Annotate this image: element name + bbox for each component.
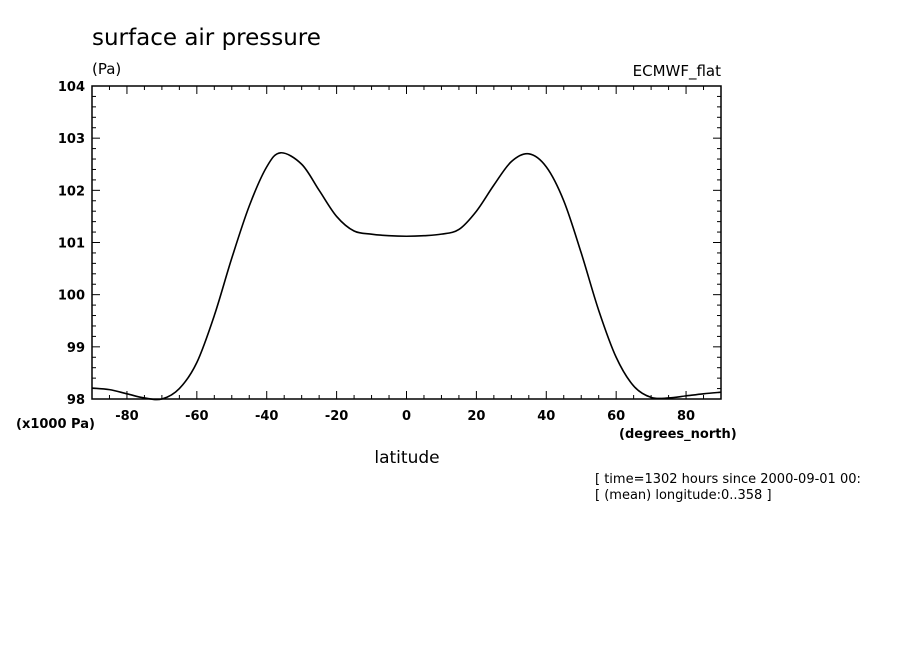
x-tick-label: 20 — [467, 409, 485, 424]
y-scale-label: (x1000 Pa) — [16, 417, 95, 432]
x-tick-label: -80 — [115, 409, 139, 424]
x-tick-label: -60 — [185, 409, 209, 424]
y-tick-label: 98 — [67, 393, 85, 408]
longitude-note: [ (mean) longitude:0..358 ] — [595, 488, 772, 503]
units-label: (Pa) — [92, 60, 121, 78]
x-axis-label: latitude — [374, 448, 439, 468]
chart-title: surface air pressure — [92, 25, 321, 51]
series-line — [91, 151, 722, 401]
x-tick-label: -20 — [325, 409, 349, 424]
y-tick-labels: 98 99 100 101 102 103 104 — [58, 80, 85, 408]
x-tick-label: 80 — [677, 409, 695, 424]
y-tick-label: 102 — [58, 184, 85, 199]
dataset-label: ECMWF_flat — [633, 62, 721, 81]
y-tick-label: 99 — [67, 341, 85, 356]
x-tick-labels: -80 -60 -40 -20 0 20 40 60 80 — [115, 409, 695, 424]
x-units-label: (degrees_north) — [619, 427, 737, 442]
x-tick-label: 0 — [402, 409, 411, 424]
y-tick-label: 101 — [58, 237, 85, 252]
time-note: [ time=1302 hours since 2000-09-01 00: — [595, 472, 861, 487]
y-tick-label: 100 — [58, 289, 85, 304]
y-tick-label: 103 — [58, 132, 85, 147]
x-tick-label: 40 — [537, 409, 555, 424]
x-tick-label: -40 — [255, 409, 279, 424]
y-tick-label: 104 — [58, 80, 85, 95]
tick-marks — [91, 85, 722, 400]
plot-frame — [91, 85, 722, 400]
x-tick-label: 60 — [607, 409, 625, 424]
